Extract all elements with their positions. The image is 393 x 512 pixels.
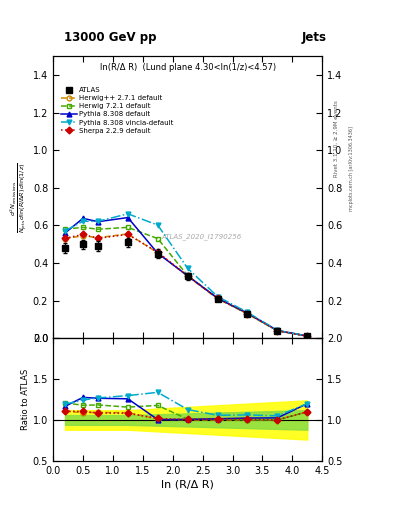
Text: 13000 GeV pp: 13000 GeV pp	[64, 31, 156, 44]
Text: ATLAS_2020_I1790256: ATLAS_2020_I1790256	[161, 233, 241, 240]
Text: Jets: Jets	[302, 31, 327, 44]
X-axis label: ln (R/Δ R): ln (R/Δ R)	[161, 480, 214, 490]
Text: Rivet 3.1.10, ≥ 2.9M events: Rivet 3.1.10, ≥ 2.9M events	[334, 100, 338, 177]
Text: ln(R/Δ R)  (Lund plane 4.30<ln(1/z)<4.57): ln(R/Δ R) (Lund plane 4.30<ln(1/z)<4.57)	[99, 63, 276, 72]
Y-axis label: $\frac{d^2 N_\mathrm{emissions}}{N_\mathrm{jets}\,d\ln(R/\Delta R)\,d\ln(1/z)}$: $\frac{d^2 N_\mathrm{emissions}}{N_\math…	[8, 162, 29, 232]
Text: mcplots.cern.ch [arXiv:1306.3436]: mcplots.cern.ch [arXiv:1306.3436]	[349, 126, 354, 211]
Legend: ATLAS, Herwig++ 2.7.1 default, Herwig 7.2.1 default, Pythia 8.308 default, Pythi: ATLAS, Herwig++ 2.7.1 default, Herwig 7.…	[59, 85, 176, 136]
Y-axis label: Ratio to ATLAS: Ratio to ATLAS	[21, 369, 30, 430]
